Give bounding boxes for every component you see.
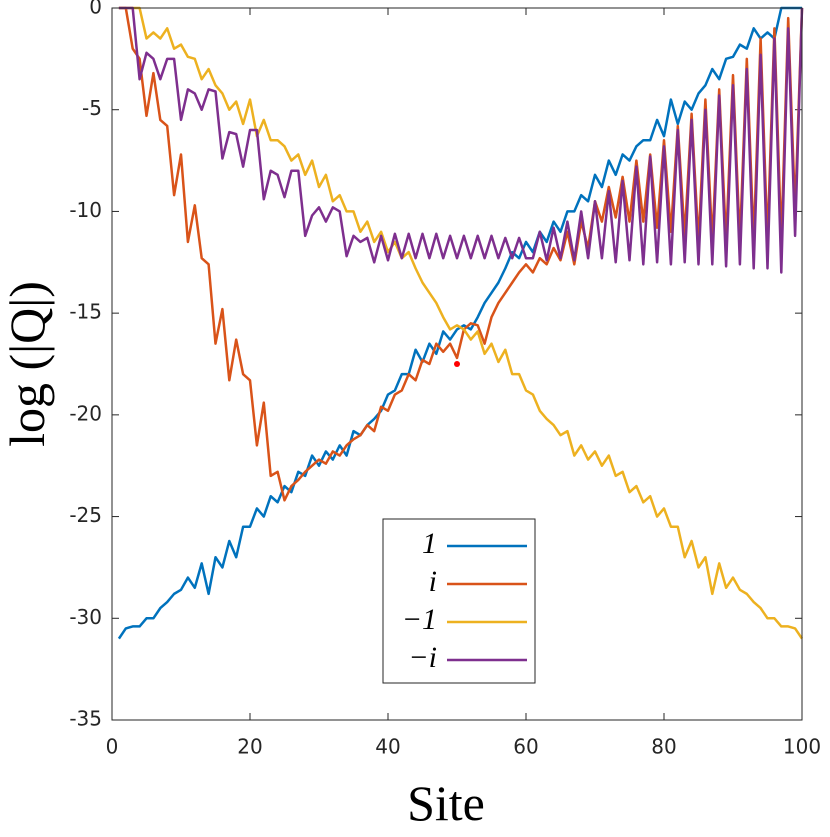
x-tick-label: 80 bbox=[651, 735, 676, 759]
y-tick-label: -15 bbox=[69, 300, 102, 324]
marker-point bbox=[454, 361, 460, 367]
legend-label: −1 bbox=[402, 603, 437, 636]
x-tick-label: 40 bbox=[375, 735, 400, 759]
legend-label: −i bbox=[408, 641, 437, 674]
line-series bbox=[118, 6, 804, 640]
legend-box bbox=[382, 518, 536, 684]
line-series bbox=[118, 6, 804, 274]
x-axis-label: Site bbox=[407, 775, 485, 831]
legend-label: i bbox=[429, 565, 437, 598]
y-tick-label: -35 bbox=[69, 707, 102, 731]
y-tick-label: 0 bbox=[89, 0, 102, 19]
x-tick-label: 0 bbox=[106, 735, 119, 759]
y-tick-label: -10 bbox=[69, 198, 102, 222]
x-tick-label: 20 bbox=[237, 735, 262, 759]
y-tick-label: -25 bbox=[69, 503, 102, 527]
y-tick-label: -30 bbox=[69, 605, 102, 629]
y-axis-label: log (|Q|) bbox=[0, 281, 55, 447]
plot-frame bbox=[111, 7, 803, 721]
y-tick-label: -20 bbox=[69, 401, 102, 425]
legend-label: 1 bbox=[422, 527, 437, 560]
x-tick-label: 60 bbox=[513, 735, 538, 759]
x-tick-label: 100 bbox=[783, 735, 821, 759]
y-tick-label: -5 bbox=[82, 96, 102, 120]
